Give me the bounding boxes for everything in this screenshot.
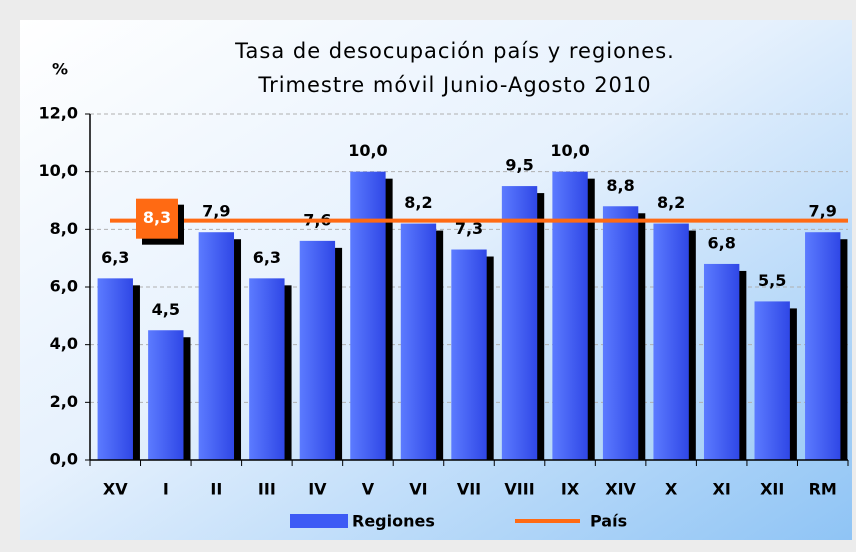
bar <box>754 301 790 460</box>
y-tick-label: 6,0 <box>50 277 78 296</box>
y-tick-label: 4,0 <box>50 334 78 353</box>
value-label: 8,2 <box>657 193 685 212</box>
x-tick-label: II <box>210 480 222 499</box>
x-tick-label: V <box>362 480 375 499</box>
bar <box>653 223 689 460</box>
value-label: 6,8 <box>707 233 735 252</box>
legend-label: País <box>590 512 627 531</box>
value-label: 7,3 <box>455 219 483 238</box>
y-tick-label: 12,0 <box>39 104 78 123</box>
bar <box>249 278 285 460</box>
chart-title: Tasa de desocupación país y regiones. <box>234 39 675 63</box>
chart-subtitle: Trimestre móvil Junio-Agosto 2010 <box>257 73 651 97</box>
bar <box>97 278 133 460</box>
bar <box>703 263 740 460</box>
value-label: 8,2 <box>404 193 432 212</box>
x-tick-label: IX <box>561 480 580 499</box>
x-tick-label: I <box>163 480 169 499</box>
country-label: 8,3 <box>143 208 171 227</box>
value-label: 5,5 <box>758 271 786 290</box>
bar <box>552 171 588 460</box>
x-tick-label: IV <box>308 480 327 499</box>
bar <box>299 240 336 460</box>
value-label: 6,3 <box>253 248 281 267</box>
value-label: 9,5 <box>505 156 533 175</box>
y-tick-label: 10,0 <box>39 161 78 180</box>
y-tick-label: 2,0 <box>50 392 78 411</box>
x-tick-label: XI <box>713 480 731 499</box>
x-tick-label: VI <box>409 480 427 499</box>
x-tick-label: X <box>665 480 678 499</box>
bar <box>400 223 437 460</box>
value-label: 6,3 <box>101 248 129 267</box>
legend-swatch <box>290 514 348 528</box>
y-tick-label: 0,0 <box>50 450 78 469</box>
legend-label: Regiones <box>352 512 435 531</box>
x-tick-label: RM <box>809 480 837 499</box>
x-tick-label: VII <box>457 480 481 499</box>
bar <box>602 206 639 460</box>
value-label: 7,9 <box>202 202 230 221</box>
bar <box>350 171 386 460</box>
value-label: 7,9 <box>809 202 837 221</box>
value-label: 8,8 <box>606 176 634 195</box>
value-label: 10,0 <box>550 141 589 160</box>
bar <box>805 232 841 460</box>
x-tick-label: XIV <box>605 480 636 499</box>
y-tick-label: 8,0 <box>50 219 78 238</box>
y-axis-label: % <box>52 60 68 79</box>
bar <box>451 249 487 460</box>
value-label: 10,0 <box>348 141 387 160</box>
x-tick-label: III <box>258 480 276 499</box>
x-tick-label: XII <box>760 480 784 499</box>
country-label-box <box>136 198 178 239</box>
x-tick-label: VIII <box>504 480 534 499</box>
x-tick-label: XV <box>103 480 128 499</box>
value-label: 4,5 <box>152 300 180 319</box>
bar <box>198 232 235 460</box>
bar <box>501 186 538 461</box>
bar <box>148 330 184 460</box>
